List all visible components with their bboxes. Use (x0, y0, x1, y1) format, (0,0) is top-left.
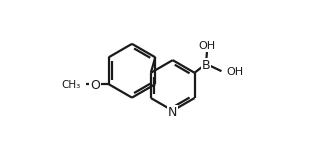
Text: OH: OH (227, 67, 244, 77)
Text: OH: OH (199, 41, 216, 51)
Text: N: N (168, 106, 177, 119)
Text: O: O (90, 79, 100, 92)
Text: CH₃: CH₃ (62, 80, 81, 90)
Text: B: B (202, 59, 210, 72)
